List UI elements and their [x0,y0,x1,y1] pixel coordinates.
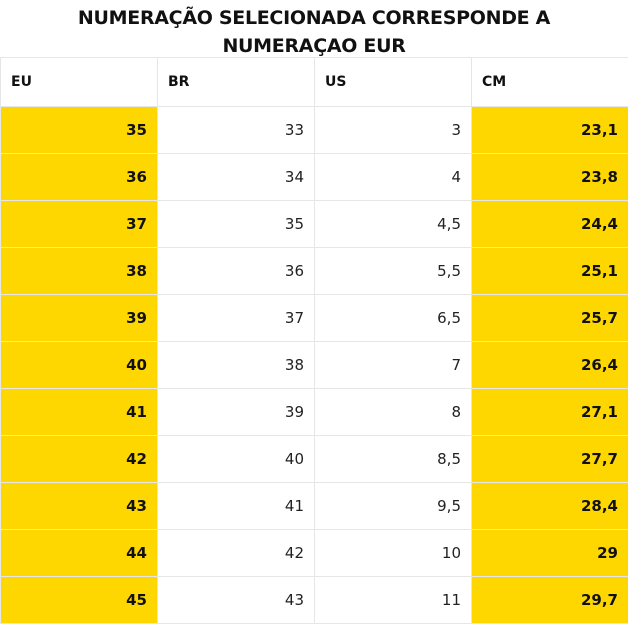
cell-eu: 39 [0,294,158,342]
cell-br: 43 [157,576,315,624]
header-br: BR [157,57,315,107]
cell-us: 4 [314,153,472,201]
table-row: 39 37 6,5 25,7 [0,294,628,342]
cell-br: 36 [157,247,315,295]
cell-eu: 41 [0,388,158,436]
table-row: 42 40 8,5 27,7 [0,435,628,483]
cell-us: 8,5 [314,435,472,483]
cell-eu: 44 [0,529,158,577]
cell-us: 7 [314,341,472,389]
cell-us: 3 [314,106,472,154]
page-title: NUMERAÇÃO SELECIONADA CORRESPONDE A NUME… [0,4,628,60]
table-row: 38 36 5,5 25,1 [0,247,628,295]
title-line-1: NUMERAÇÃO SELECIONADA CORRESPONDE A [77,7,551,29]
cell-br: 34 [157,153,315,201]
cell-eu: 36 [0,153,158,201]
cell-us: 8 [314,388,472,436]
cell-eu: 40 [0,341,158,389]
cell-br: 39 [157,388,315,436]
cell-eu: 42 [0,435,158,483]
cell-cm: 23,1 [471,106,628,154]
header-us: US [314,57,472,107]
cell-us: 4,5 [314,200,472,248]
table-body: 35 33 3 23,1 36 34 4 23,8 37 35 4,5 24,4 38 36 5,5 25,1… [0,106,628,624]
cell-us: 9,5 [314,482,472,530]
table-row: 36 34 4 23,8 [0,153,628,201]
cell-us: 5,5 [314,247,472,295]
cell-cm: 29,7 [471,576,628,624]
cell-cm: 25,7 [471,294,628,342]
cell-eu: 45 [0,576,158,624]
cell-eu: 35 [0,106,158,154]
cell-br: 42 [157,529,315,577]
cell-cm: 24,4 [471,200,628,248]
cell-br: 37 [157,294,315,342]
size-conversion-table: EU BR US CM 35 33 3 23,1 36 34 4 23,8 37 35 4,5 24,… [0,57,628,624]
cell-br: 40 [157,435,315,483]
table-row: 40 38 7 26,4 [0,341,628,389]
cell-br: 41 [157,482,315,530]
cell-br: 33 [157,106,315,154]
header-cm: CM [471,57,628,107]
cell-cm: 27,7 [471,435,628,483]
table-row: 35 33 3 23,1 [0,106,628,154]
cell-us: 11 [314,576,472,624]
cell-us: 6,5 [314,294,472,342]
cell-cm: 28,4 [471,482,628,530]
title-line-2: NUMERAÇAO EUR [222,35,406,57]
table-row: 37 35 4,5 24,4 [0,200,628,248]
cell-eu: 37 [0,200,158,248]
cell-eu: 38 [0,247,158,295]
header-eu: EU [0,57,158,107]
table-header-row: EU BR US CM [0,57,628,107]
cell-cm: 25,1 [471,247,628,295]
cell-cm: 23,8 [471,153,628,201]
cell-cm: 27,1 [471,388,628,436]
cell-us: 10 [314,529,472,577]
table-row: 41 39 8 27,1 [0,388,628,436]
cell-cm: 29 [471,529,628,577]
table-row: 44 42 10 29 [0,529,628,577]
table-row: 45 43 11 29,7 [0,576,628,624]
cell-br: 38 [157,341,315,389]
cell-eu: 43 [0,482,158,530]
cell-cm: 26,4 [471,341,628,389]
table-row: 43 41 9,5 28,4 [0,482,628,530]
cell-br: 35 [157,200,315,248]
